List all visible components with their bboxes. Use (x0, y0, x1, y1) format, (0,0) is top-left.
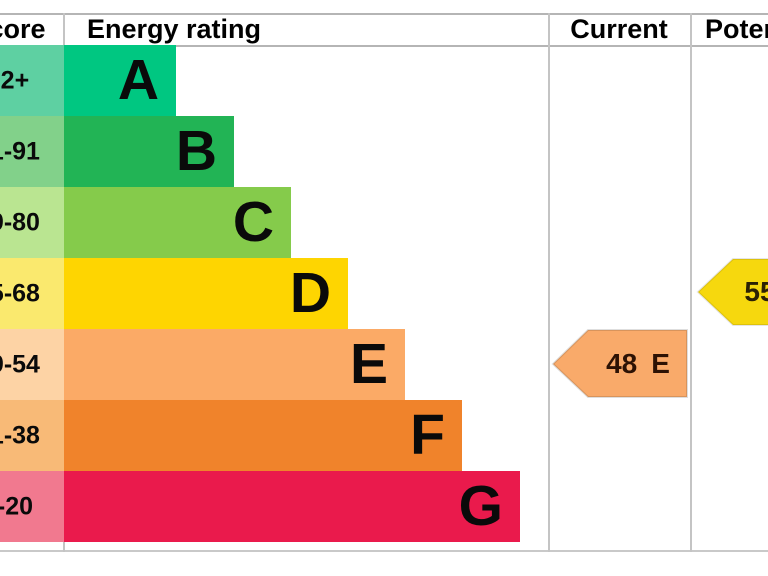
band-row-c: 69-80 C (0, 187, 768, 258)
potential-rating-value: 55 (732, 257, 768, 327)
score-range-label: 1-20 (0, 492, 34, 520)
potential-column-divider (690, 13, 692, 552)
score-column-header: Score (0, 13, 46, 44)
current-column-header: Current (570, 13, 668, 44)
score-cell-d: 55-68 (0, 258, 64, 329)
band-row-b: 81-91 B (0, 116, 768, 187)
rating-bar-g: G (64, 471, 520, 542)
header-divider (0, 45, 768, 47)
grade-letter: B (175, 119, 217, 183)
rating-bar-b: B (64, 116, 234, 187)
score-range-label: 21-38 (0, 421, 40, 449)
current-rating-value: 48 E (588, 328, 688, 399)
rating-bar-f: F (64, 400, 462, 471)
rating-bar-c: C (64, 187, 291, 258)
score-cell-e: 39-54 (0, 329, 64, 400)
band-row-e: 39-54 E (0, 329, 768, 400)
score-cell-f: 21-38 (0, 400, 64, 471)
band-row-f: 21-38 F (0, 400, 768, 471)
grade-letter: E (349, 332, 388, 396)
band-row-g: 1-20 G (0, 471, 768, 542)
chart-top-border (0, 13, 768, 15)
rating-bar-a: A (64, 45, 176, 116)
score-range-label: 69-80 (0, 208, 40, 236)
potential-rating-arrow (696, 258, 768, 326)
current-grade: E (651, 347, 670, 379)
potential-arrow-shape (696, 258, 768, 326)
grade-letter: G (458, 474, 503, 538)
grade-letter: C (232, 190, 274, 254)
chart-bottom-border (0, 550, 768, 552)
score-cell-b: 81-91 (0, 116, 64, 187)
score-range-label: 81-91 (0, 137, 40, 165)
grade-letter: A (117, 48, 159, 112)
potential-column-header: Potential (704, 13, 768, 44)
grade-letter: F (410, 403, 445, 467)
rating-bar-d: D (64, 258, 348, 329)
current-column-divider (548, 13, 550, 552)
current-rating-arrow (551, 329, 688, 398)
score-range-label: 39-54 (0, 350, 40, 378)
current-score: 48 (606, 347, 638, 379)
band-row-d: 55-68 D (0, 258, 768, 329)
score-cell-c: 69-80 (0, 187, 64, 258)
score-range-label: 92+ (0, 66, 30, 94)
potential-score: 55 (744, 276, 768, 307)
score-range-label: 55-68 (0, 279, 40, 307)
score-cell-a: 92+ (0, 45, 64, 116)
score-cell-g: 1-20 (0, 471, 64, 542)
band-row-a: 92+ A (0, 45, 768, 116)
energy-rating-column-header: Energy rating (87, 13, 262, 44)
rating-bar-e: E (64, 329, 405, 400)
current-arrow-shape (551, 329, 688, 398)
grade-letter: D (289, 261, 331, 325)
